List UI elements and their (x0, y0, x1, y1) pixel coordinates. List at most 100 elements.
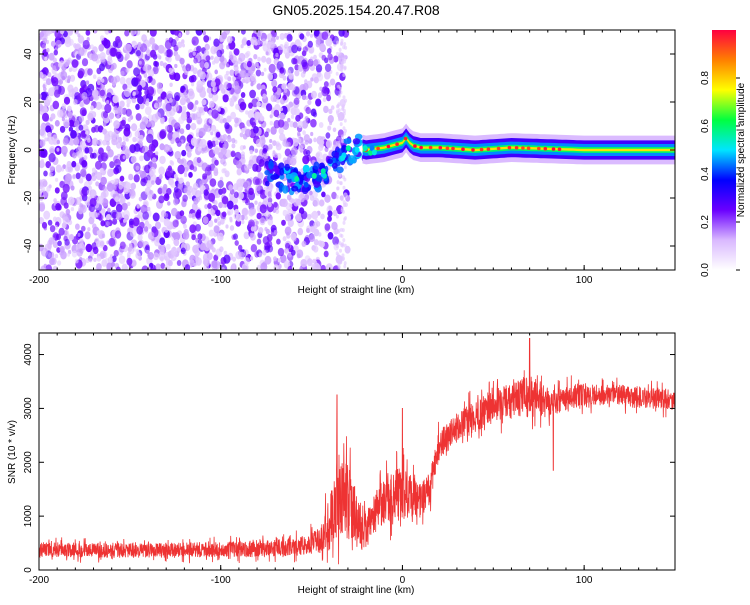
noise-cell (122, 155, 126, 160)
noise-cell (100, 78, 105, 83)
noise-cell (320, 264, 326, 270)
tone-peak-cell (362, 145, 368, 152)
noise-cell (313, 262, 321, 270)
y-tick-label: 1000 (23, 505, 34, 528)
noise-cell (297, 227, 304, 236)
noise-cell (234, 240, 239, 246)
noise-cell (324, 223, 331, 231)
noise-cell (139, 43, 147, 53)
noise-cell (339, 90, 343, 95)
noise-cell (167, 201, 171, 206)
noise-cell (130, 182, 136, 190)
noise-cell (342, 175, 345, 180)
noise-cell (113, 178, 119, 185)
noise-cell (175, 54, 181, 62)
noise-cell (71, 59, 79, 68)
noise-cell (277, 258, 281, 263)
noise-cell (279, 133, 286, 142)
noise-cell (172, 219, 179, 228)
noise-cell (335, 251, 339, 256)
noise-cell (95, 101, 102, 110)
noise-cell (251, 65, 256, 72)
noise-cell (184, 264, 191, 270)
noise-cell (78, 177, 84, 184)
noise-cell (215, 131, 221, 138)
noise-cell (327, 53, 333, 61)
noise-cell (192, 244, 199, 254)
noise-cell (191, 212, 197, 220)
tone-peak-cell (428, 145, 433, 150)
noise-cell (132, 136, 137, 143)
noise-cell (213, 167, 218, 173)
noise-cell (256, 65, 261, 71)
tone-peak-cell (521, 146, 525, 150)
noise-cell (104, 103, 112, 114)
noise-cell (131, 156, 137, 163)
noise-cell (178, 116, 185, 124)
noise-cell (109, 47, 117, 57)
noise-cell (148, 75, 153, 82)
noise-cell (217, 107, 221, 112)
noise-cell (108, 237, 116, 247)
noise-cell (341, 209, 345, 214)
noise-cell (112, 95, 119, 104)
noise-cell (102, 139, 107, 146)
noise-cell (51, 77, 59, 87)
noise-cell (85, 243, 93, 253)
noise-cell (287, 208, 293, 216)
noise-cell (343, 165, 347, 170)
noise-cell (121, 202, 128, 211)
tone-peak-cell (461, 147, 465, 151)
noise-cell (275, 52, 279, 58)
noise-cell (87, 137, 91, 143)
noise-cell (139, 155, 144, 162)
noise-cell (342, 238, 346, 243)
noise-cell (246, 60, 252, 68)
noise-cell (117, 53, 124, 63)
y-tick-label: 2000 (23, 451, 34, 474)
noise-cell (259, 217, 266, 226)
noise-cell (66, 78, 71, 84)
noise-cell (325, 37, 333, 47)
noise-cell (60, 191, 68, 201)
noise-cell (169, 82, 173, 88)
noise-cell (152, 66, 159, 75)
noise-cell (235, 213, 242, 222)
noise-cell (96, 230, 101, 236)
noise-cell (201, 99, 207, 106)
noise-cell (159, 60, 164, 67)
noise-cell (336, 103, 340, 108)
noise-cell (56, 247, 61, 253)
noise-cell (117, 248, 124, 256)
noise-cell (227, 136, 232, 143)
noise-cell (143, 73, 148, 78)
noise-cell (41, 67, 49, 77)
snr-frame (38, 332, 676, 571)
noise-cell (308, 233, 316, 243)
noise-cell (318, 232, 322, 237)
noise-cell (42, 112, 49, 122)
noise-cell (186, 190, 191, 196)
noise-cell (297, 64, 304, 72)
noise-cell (197, 146, 202, 152)
tone-peak-cell (303, 181, 309, 188)
noise-cell (223, 254, 231, 264)
noise-cell (224, 122, 230, 130)
noise-cell (221, 211, 227, 218)
noise-cell (252, 163, 259, 172)
noise-cell (312, 197, 320, 207)
colorbar-ticks: 0.0 0.2 0.4 0.6 0.8 (700, 71, 740, 277)
noise-cell (273, 256, 277, 262)
noise-cell (262, 197, 268, 205)
tone-peak-cell (419, 145, 423, 150)
snr-x-label: Height of straight line (km) (298, 585, 415, 596)
noise-cell (79, 248, 84, 254)
noise-cell (295, 212, 303, 222)
noise-cell (225, 63, 229, 68)
noise-cell (77, 47, 85, 57)
noise-cell (56, 147, 60, 152)
noise-cell (120, 119, 126, 127)
noise-cell (106, 140, 110, 146)
noise-cell (173, 239, 180, 247)
noise-cell (140, 204, 148, 214)
